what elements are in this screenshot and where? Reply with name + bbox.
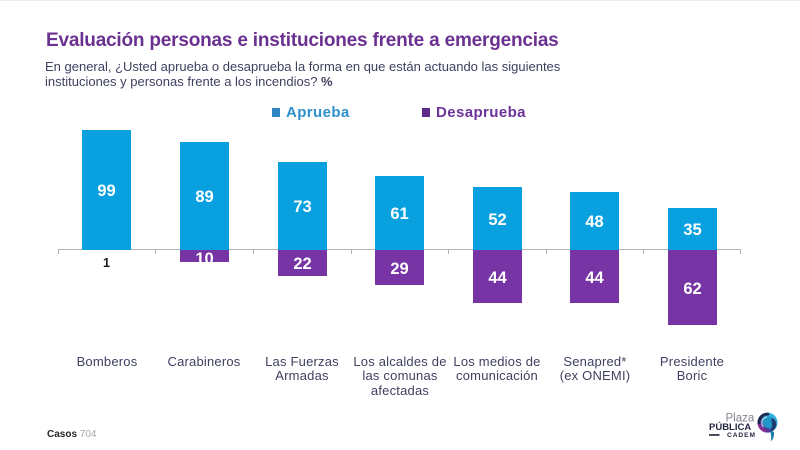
svg-text:Plaza: Plaza — [726, 413, 755, 425]
svg-text:PÚBLICA: PÚBLICA — [709, 421, 751, 433]
svg-text:CADEM: CADEM — [727, 432, 756, 439]
